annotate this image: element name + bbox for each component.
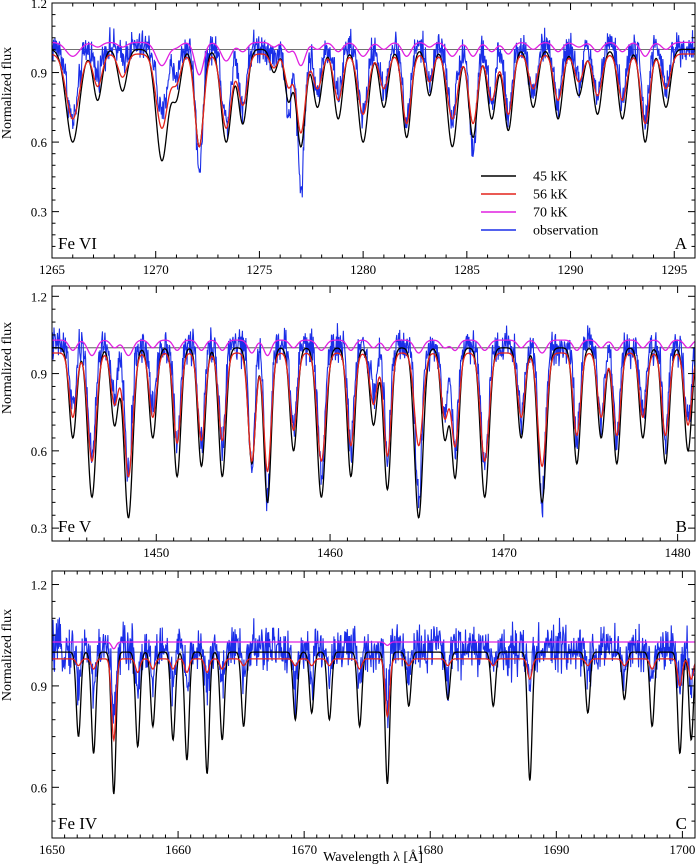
- series-56kK-line: [52, 53, 695, 148]
- y-tick-label: 0.3: [31, 205, 47, 220]
- x-tick-label: 1295: [661, 262, 687, 277]
- y-axis-label: Normalized flux: [0, 47, 15, 139]
- y-tick-label: 1.2: [31, 289, 47, 304]
- y-axis-label: Normalized flux: [0, 609, 15, 701]
- x-tick-label: 1670: [291, 842, 317, 857]
- y-tick-label: 1.2: [31, 0, 47, 11]
- legend-label-45kK: 45 kK: [533, 170, 568, 185]
- panels: 1265 1270 1275 1280 1285 1290 1295 0.3 0.6 0.9 1.2…: [31, 0, 696, 857]
- x-tick-label: 1680: [417, 842, 443, 857]
- series-56kK-line: [52, 352, 695, 478]
- y-tick-label: 1.2: [31, 578, 47, 593]
- x-tick-label: 1280: [350, 262, 376, 277]
- series-45kK-line: [52, 347, 695, 519]
- panel-B: 1450 1460 1470 1480 0.3 0.6 0.9 1.2 Fe V B: [31, 285, 696, 560]
- panel-letter: B: [676, 517, 687, 536]
- x-tick-label: 1275: [246, 262, 272, 277]
- series-45kK-line: [52, 48, 695, 162]
- x-tick-label: 1460: [317, 545, 343, 560]
- series-56kK-line: [52, 658, 695, 743]
- y-tick-label: 0.9: [31, 367, 47, 382]
- x-tick-label: 1270: [143, 262, 169, 277]
- y-tick-label: 0.9: [31, 66, 47, 81]
- x-tick-label: 1285: [454, 262, 480, 277]
- y-tick-label: 0.6: [31, 444, 48, 459]
- x-tick-label: 1265: [39, 262, 65, 277]
- legend: 45 kK 56 kK 70 kK observation: [481, 170, 598, 239]
- x-tick-label: 1650: [39, 842, 65, 857]
- x-tick-label: 1470: [491, 545, 517, 560]
- y-tick-label: 0.9: [31, 679, 47, 694]
- x-tick-label: 1690: [543, 842, 569, 857]
- y-axis-label: Normalized flux: [0, 322, 15, 414]
- plot-frame: [51, 285, 696, 542]
- y-tick-label: 0.3: [31, 521, 47, 536]
- series-70kK-line: [52, 41, 695, 76]
- y-tick-label: 0.6: [31, 780, 48, 795]
- x-axis-label: Wavelength λ [Å]: [323, 849, 423, 865]
- panel-letter: A: [675, 234, 688, 253]
- x-tick-label: 1480: [665, 545, 691, 560]
- legend-label-obs: observation: [533, 224, 598, 239]
- legend-label-56kK: 56 kK: [533, 188, 568, 203]
- plot-frame: [51, 570, 696, 839]
- legend-label-70kK: 70 kK: [533, 206, 568, 221]
- ion-label: Fe V: [58, 517, 92, 536]
- ion-label: Fe IV: [58, 814, 98, 833]
- series-obs-line: [52, 27, 695, 198]
- x-tick-label: 1700: [669, 842, 695, 857]
- series-70kK-line: [52, 641, 695, 650]
- series-70kK-line: [52, 339, 695, 357]
- y-tick-label: 0.6: [31, 135, 48, 150]
- x-tick-label: 1290: [558, 262, 584, 277]
- panel-letter: C: [676, 814, 687, 833]
- panel-A: 1265 1270 1275 1280 1285 1290 1295 0.3 0.6 0.9 1.2…: [31, 0, 696, 277]
- x-tick-label: 1450: [143, 545, 169, 560]
- panel-C: 1650 1660 1670 1680 1690 1700 0.6 0.9 1.2 Fe IV C: [31, 570, 696, 857]
- x-tick-label: 1660: [165, 842, 191, 857]
- series-45kK-line: [52, 651, 695, 795]
- ion-label: Fe VI: [58, 234, 97, 253]
- series-obs-line: [52, 617, 695, 729]
